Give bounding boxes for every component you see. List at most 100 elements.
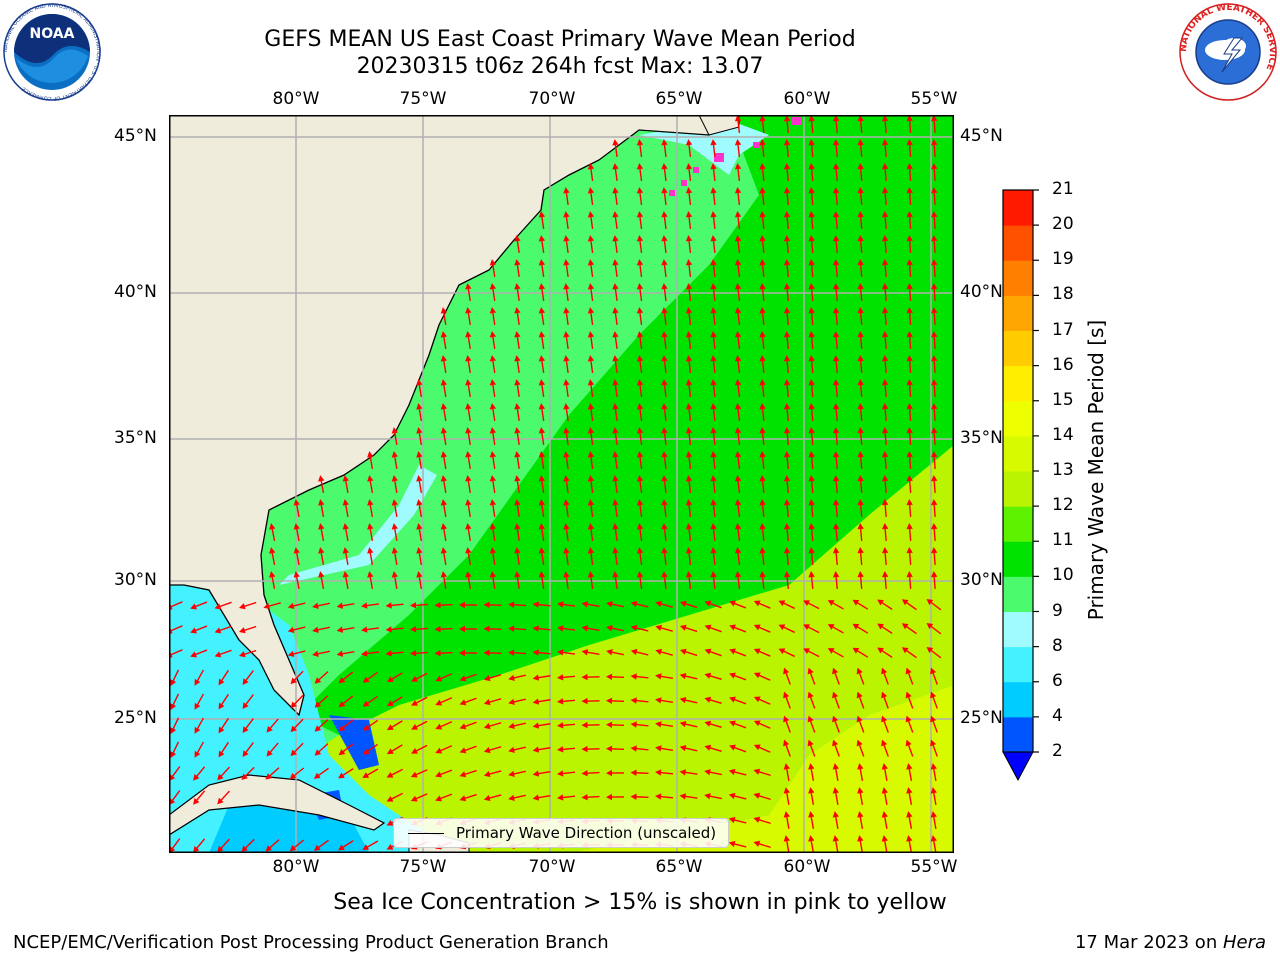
wave-arrow xyxy=(734,451,742,470)
wave-arrow xyxy=(778,624,796,634)
wave-arrow xyxy=(906,427,913,446)
wave-arrow xyxy=(704,769,722,776)
wave-arrow xyxy=(783,163,791,182)
wave-arrow xyxy=(832,547,840,566)
wave-arrow xyxy=(759,403,766,422)
wave-arrow xyxy=(293,523,300,541)
wave-arrow xyxy=(193,766,206,781)
wave-arrow xyxy=(338,743,354,756)
lon-label-bottom: 55°W xyxy=(910,857,958,877)
wave-arrow xyxy=(783,667,791,685)
wave-arrow xyxy=(636,379,644,398)
wave-arrow xyxy=(606,745,625,753)
wave-arrow xyxy=(808,787,815,806)
wave-arrow xyxy=(636,211,644,230)
wave-arrow xyxy=(906,475,913,494)
wave-arrow xyxy=(440,571,448,590)
wave-arrow xyxy=(759,499,766,518)
wave-arrow xyxy=(514,427,521,446)
wave-arrow xyxy=(710,523,717,542)
wave-arrow xyxy=(783,427,791,446)
wave-arrow xyxy=(759,187,766,206)
wave-arrow xyxy=(612,379,619,398)
wave-arrow xyxy=(808,139,815,158)
wave-arrow xyxy=(734,331,742,350)
wave-arrow xyxy=(606,793,625,801)
wave-arrow xyxy=(338,719,354,732)
wave-arrow xyxy=(881,259,889,278)
wave-arrow xyxy=(832,451,840,470)
wave-arrow xyxy=(881,427,889,446)
wave-arrow xyxy=(514,379,521,398)
wave-arrow xyxy=(906,451,913,470)
cuba-land xyxy=(169,774,386,836)
wave-arrow xyxy=(931,571,938,590)
wave-arrow xyxy=(190,649,208,658)
wave-arrow xyxy=(783,763,790,782)
wave-arrow xyxy=(679,793,698,800)
wave-arrow xyxy=(293,499,300,517)
wave-arrow xyxy=(313,839,329,851)
wave-arrow xyxy=(931,403,938,422)
wave-arrow xyxy=(729,624,747,633)
wave-arrow xyxy=(710,283,717,302)
wave-arrow xyxy=(931,211,938,230)
wave-arrow xyxy=(857,523,864,542)
wave-arrow xyxy=(391,499,398,518)
wave-arrow xyxy=(881,571,889,590)
wave-arrow xyxy=(489,403,497,422)
wave-arrow xyxy=(832,835,839,853)
wave-arrow xyxy=(606,721,625,729)
wave-arrow xyxy=(832,259,840,278)
wave-arrow xyxy=(759,523,766,542)
wave-arrow xyxy=(391,547,398,566)
wave-arrow xyxy=(881,211,889,230)
wave-arrow xyxy=(734,379,742,398)
lat-label-right: 30°N xyxy=(960,570,1003,590)
colorbar-tick-label: 18 xyxy=(1052,284,1074,305)
wave-arrow xyxy=(803,648,820,658)
wave-arrow xyxy=(832,715,840,733)
wave-arrow xyxy=(612,547,619,566)
wave-arrow xyxy=(931,115,938,134)
wave-arrow xyxy=(194,741,205,758)
wave-arrow xyxy=(411,744,428,754)
wave-arrow xyxy=(734,523,742,542)
wave-arrow xyxy=(269,523,276,541)
wave-arrow xyxy=(685,499,693,518)
wave-arrow xyxy=(287,602,306,610)
colorbar-tick-label: 17 xyxy=(1052,319,1074,340)
wave-arrow xyxy=(563,451,570,470)
wave-arrow xyxy=(759,547,766,566)
colorbar-tick-label: 13 xyxy=(1052,460,1074,480)
wave-arrow xyxy=(655,624,673,632)
wave-arrow xyxy=(514,331,521,350)
wave-arrow xyxy=(557,625,576,632)
wave-arrow xyxy=(931,283,938,302)
wave-arrow xyxy=(655,697,674,704)
wave-arrow xyxy=(538,571,546,590)
noaa-logo-text: NOAA xyxy=(30,26,75,42)
wave-arrow xyxy=(901,623,917,635)
wave-arrow xyxy=(679,648,698,657)
wave-arrow xyxy=(783,139,791,158)
wave-arrow xyxy=(906,331,913,350)
wave-arrow xyxy=(661,283,668,302)
wave-arrow xyxy=(318,547,325,565)
wave-arrow xyxy=(856,739,865,757)
wave-arrow xyxy=(459,697,477,706)
wave-arrow xyxy=(729,744,747,753)
wave-arrow xyxy=(857,499,864,518)
wave-arrow xyxy=(563,283,570,302)
wave-arrow xyxy=(636,331,644,350)
wave-arrow xyxy=(483,746,502,754)
wave-arrow xyxy=(557,698,576,705)
wave-arrow xyxy=(857,787,864,806)
wave-arrow xyxy=(931,163,938,182)
wave-arrow xyxy=(465,475,472,494)
wave-arrow xyxy=(287,626,306,634)
wave-arrow xyxy=(808,499,815,518)
wave-arrow xyxy=(832,475,840,494)
wave-arrow xyxy=(710,211,717,230)
wave-arrow xyxy=(290,670,304,685)
